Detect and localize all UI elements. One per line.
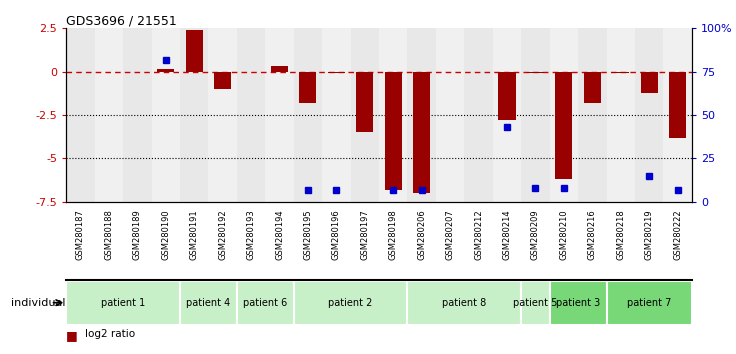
Bar [214, 72, 231, 89]
Bar [493, 28, 521, 202]
Bar [152, 28, 180, 202]
Bar [550, 28, 578, 202]
Bar [385, 72, 402, 190]
Bar [379, 28, 408, 202]
Bar [294, 28, 322, 202]
Text: patient 5: patient 5 [513, 298, 558, 308]
Bar [606, 28, 635, 202]
Bar [185, 30, 202, 72]
Bar [208, 28, 237, 202]
Bar [408, 281, 521, 325]
Text: individual: individual [11, 298, 66, 308]
Bar [95, 28, 123, 202]
Text: patient 3: patient 3 [556, 298, 601, 308]
Bar [527, 72, 544, 73]
Bar [66, 28, 95, 202]
Bar [584, 72, 601, 103]
Text: log2 ratio: log2 ratio [85, 329, 135, 339]
Text: patient 2: patient 2 [328, 298, 373, 308]
Bar [66, 281, 180, 325]
Bar [271, 65, 288, 72]
Text: GDS3696 / 21551: GDS3696 / 21551 [66, 14, 177, 27]
Bar [635, 28, 663, 202]
Text: patient 4: patient 4 [186, 298, 230, 308]
Text: patient 8: patient 8 [442, 298, 486, 308]
Bar [578, 28, 606, 202]
Text: patient 1: patient 1 [101, 298, 145, 308]
Text: ■: ■ [66, 329, 78, 342]
Bar [300, 72, 316, 103]
Bar [237, 281, 294, 325]
Bar [521, 281, 550, 325]
Bar [498, 72, 515, 120]
Bar [294, 281, 408, 325]
Bar [521, 28, 550, 202]
Bar [180, 281, 237, 325]
Bar [436, 28, 464, 202]
Bar [158, 69, 174, 72]
Bar [556, 72, 573, 179]
Bar [408, 28, 436, 202]
Bar [180, 28, 208, 202]
Text: patient 7: patient 7 [627, 298, 671, 308]
Bar [464, 28, 493, 202]
Bar [669, 72, 686, 138]
Bar [606, 281, 692, 325]
Bar [328, 72, 345, 73]
Bar [612, 72, 629, 73]
Bar [322, 28, 350, 202]
Bar [265, 28, 294, 202]
Bar [550, 281, 606, 325]
Bar [350, 28, 379, 202]
Bar [640, 72, 658, 92]
Bar [123, 28, 152, 202]
Text: patient 6: patient 6 [243, 298, 288, 308]
Bar [237, 28, 265, 202]
Bar [413, 72, 431, 193]
Bar [356, 72, 373, 132]
Bar [663, 28, 692, 202]
